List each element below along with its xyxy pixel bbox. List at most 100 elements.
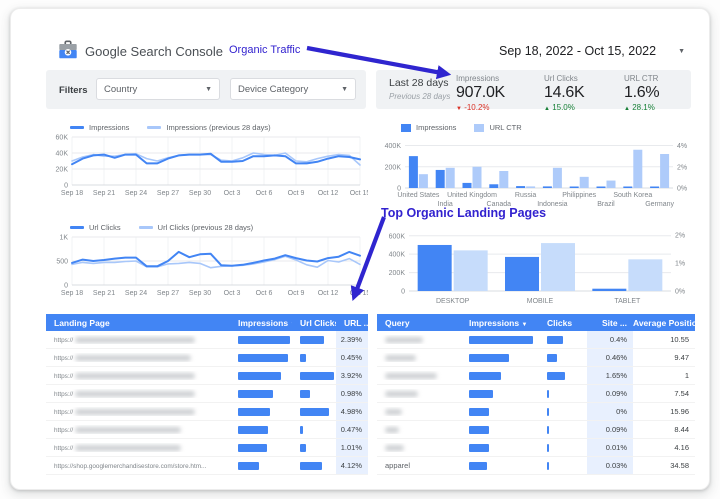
average-position-cell: 1 bbox=[684, 371, 689, 380]
url-clicks-cell bbox=[292, 425, 336, 434]
average-position-cell: 34.58 bbox=[670, 461, 689, 470]
query-cell: apparel bbox=[385, 461, 411, 470]
svg-text:Sep 30: Sep 30 bbox=[189, 190, 211, 197]
query-cell bbox=[377, 443, 461, 452]
svg-text:Oct 12: Oct 12 bbox=[318, 290, 339, 297]
metric-url-ctr-delta: ▲ 28.1% bbox=[624, 103, 655, 112]
impressions-cell bbox=[461, 443, 539, 452]
cell-bar bbox=[469, 407, 490, 416]
col-query[interactable]: Query bbox=[385, 317, 410, 328]
queries-table[interactable]: Query Impressions ▼ Clicks Site ... Aver… bbox=[377, 314, 695, 475]
col-landing-page[interactable]: Landing Page bbox=[54, 317, 110, 328]
clicks-cell bbox=[539, 335, 587, 344]
table-row[interactable]: https:// 0.47% bbox=[46, 421, 368, 439]
impressions-cell bbox=[461, 371, 539, 380]
annotation-organic-traffic: Organic Traffic bbox=[229, 44, 301, 56]
svg-text:United States: United States bbox=[397, 192, 440, 199]
table-row[interactable]: https:// 0.45% bbox=[46, 349, 368, 367]
table-row[interactable]: apparel 0.03% 34.58 bbox=[377, 457, 695, 475]
table-row[interactable]: https:// 3.92% bbox=[46, 367, 368, 385]
country-filter-dropdown[interactable]: Country ▼ bbox=[96, 78, 220, 100]
table-row[interactable]: https:// 0.98% bbox=[46, 385, 368, 403]
legend-swatch bbox=[70, 126, 84, 129]
landing-page-cell: https:// bbox=[46, 407, 230, 416]
svg-text:1%: 1% bbox=[675, 260, 685, 267]
redacted-text bbox=[385, 355, 416, 362]
svg-text:200K: 200K bbox=[385, 164, 402, 171]
col-impressions-sorted[interactable]: Impressions ▼ bbox=[238, 317, 292, 328]
landing-page-cell: https:// bbox=[46, 389, 230, 398]
landing-page-cell: https:// bbox=[46, 443, 230, 452]
table-row[interactable]: 0.09% 8.44 bbox=[377, 421, 695, 439]
impressions-line-chart[interactable]: Impressions Impressions (previous 28 days… bbox=[46, 121, 371, 203]
svg-text:Sep 24: Sep 24 bbox=[125, 290, 147, 297]
query-cell bbox=[377, 335, 461, 344]
svg-text:Oct 12: Oct 12 bbox=[318, 190, 339, 197]
date-range-picker[interactable]: Sep 18, 2022 - Oct 15, 2022 ▼ bbox=[499, 44, 685, 58]
device-category-filter-label: Device Category bbox=[238, 83, 309, 95]
table-row[interactable]: 0.4% 10.55 bbox=[377, 331, 695, 349]
cell-bar bbox=[238, 443, 268, 452]
legend-swatch bbox=[147, 126, 162, 129]
svg-text:200K: 200K bbox=[389, 270, 406, 277]
col-clicks[interactable]: Clicks bbox=[547, 317, 573, 328]
col-impressions-sorted[interactable]: Impressions ▼ bbox=[469, 317, 528, 328]
table-row[interactable]: 0.09% 7.54 bbox=[377, 385, 695, 403]
chart-legend: Url Clicks Url Clicks (previous 28 days) bbox=[70, 221, 368, 234]
table-header: Landing Page Impressions ▼ Url Clicks UR… bbox=[46, 314, 368, 331]
url-ctr-cell: 0.45% bbox=[336, 349, 368, 366]
col-url-ctr[interactable]: URL ... bbox=[344, 317, 368, 328]
device-category-filter-dropdown[interactable]: Device Category ▼ bbox=[230, 78, 356, 100]
site-ctr-cell: 0.46% bbox=[587, 349, 633, 366]
cell-bar bbox=[300, 371, 334, 380]
cell-bar bbox=[469, 371, 501, 380]
svg-text:500: 500 bbox=[56, 259, 68, 266]
url-clicks-line-chart[interactable]: Url Clicks Url Clicks (previous 28 days) S… bbox=[46, 221, 370, 303]
clicks-cell bbox=[539, 461, 587, 470]
table-row[interactable]: 1.65% 1 bbox=[377, 367, 695, 385]
legend-swatch bbox=[70, 226, 84, 229]
landing-pages-table[interactable]: Landing Page Impressions ▼ Url Clicks UR… bbox=[46, 314, 368, 475]
date-range-value: Sep 18, 2022 - Oct 15, 2022 bbox=[499, 44, 657, 58]
table-row[interactable]: https:// 1.01% bbox=[46, 439, 368, 457]
svg-text:0%: 0% bbox=[677, 186, 687, 193]
redacted-text bbox=[385, 427, 399, 434]
svg-text:40K: 40K bbox=[56, 151, 69, 158]
svg-text:Sep 30: Sep 30 bbox=[189, 290, 211, 297]
col-average-position[interactable]: Average Position bbox=[633, 317, 695, 328]
svg-text:0%: 0% bbox=[675, 289, 685, 296]
table-row[interactable]: https://shop.googlemerchandisestore.com/… bbox=[46, 457, 368, 475]
table-row[interactable]: https:// 4.98% bbox=[46, 403, 368, 421]
metric-url-clicks-value: 14.6K bbox=[544, 84, 585, 101]
svg-text:Oct 9: Oct 9 bbox=[288, 190, 305, 197]
impressions-cell bbox=[230, 425, 292, 434]
metric-url-clicks: Url Clicks 14.6K ▲ 15.0% bbox=[544, 74, 624, 112]
cell-bar bbox=[300, 425, 303, 434]
device-bar-chart[interactable]: 0 200K 400K 600K 0% 1% 2% DESKTOP MOBILE TABLET bbox=[377, 225, 695, 314]
table-row[interactable]: 0.01% 4.16 bbox=[377, 439, 695, 457]
svg-text:Sep 18: Sep 18 bbox=[61, 290, 83, 297]
col-url-clicks[interactable]: Url Clicks bbox=[300, 317, 336, 328]
chart-legend: Impressions Impressions (previous 28 days… bbox=[70, 121, 368, 134]
redacted-text bbox=[385, 445, 404, 452]
table-row[interactable]: 0% 15.96 bbox=[377, 403, 695, 421]
url-ctr-cell: 0.98% bbox=[336, 385, 368, 402]
col-site-ctr[interactable]: Site ... bbox=[601, 317, 627, 328]
landing-page-cell: https://shop.googlemerchandisestore.com/… bbox=[54, 463, 207, 470]
country-bar-chart[interactable]: Impressions URL CTR 0 200K 400K 0% 2% 4% United … bbox=[377, 121, 695, 219]
svg-text:Oct 3: Oct 3 bbox=[224, 290, 241, 297]
query-cell bbox=[377, 407, 461, 416]
svg-text:Oct 15: Oct 15 bbox=[350, 290, 368, 297]
table-row[interactable]: 0.46% 9.47 bbox=[377, 349, 695, 367]
cell-bar bbox=[547, 335, 564, 344]
redacted-text bbox=[75, 409, 196, 416]
annotation-top-landing-pages: Top Organic Landing Pages bbox=[381, 206, 547, 220]
cell-bar bbox=[238, 389, 274, 398]
redacted-text bbox=[385, 373, 437, 380]
table-row[interactable]: https:// 2.39% bbox=[46, 331, 368, 349]
svg-text:Brazil: Brazil bbox=[597, 201, 615, 208]
metric-url-clicks-delta: ▲ 15.0% bbox=[544, 103, 575, 112]
svg-text:400K: 400K bbox=[389, 252, 406, 259]
url-clicks-cell bbox=[292, 443, 336, 452]
url-ctr-cell: 4.12% bbox=[336, 457, 368, 474]
